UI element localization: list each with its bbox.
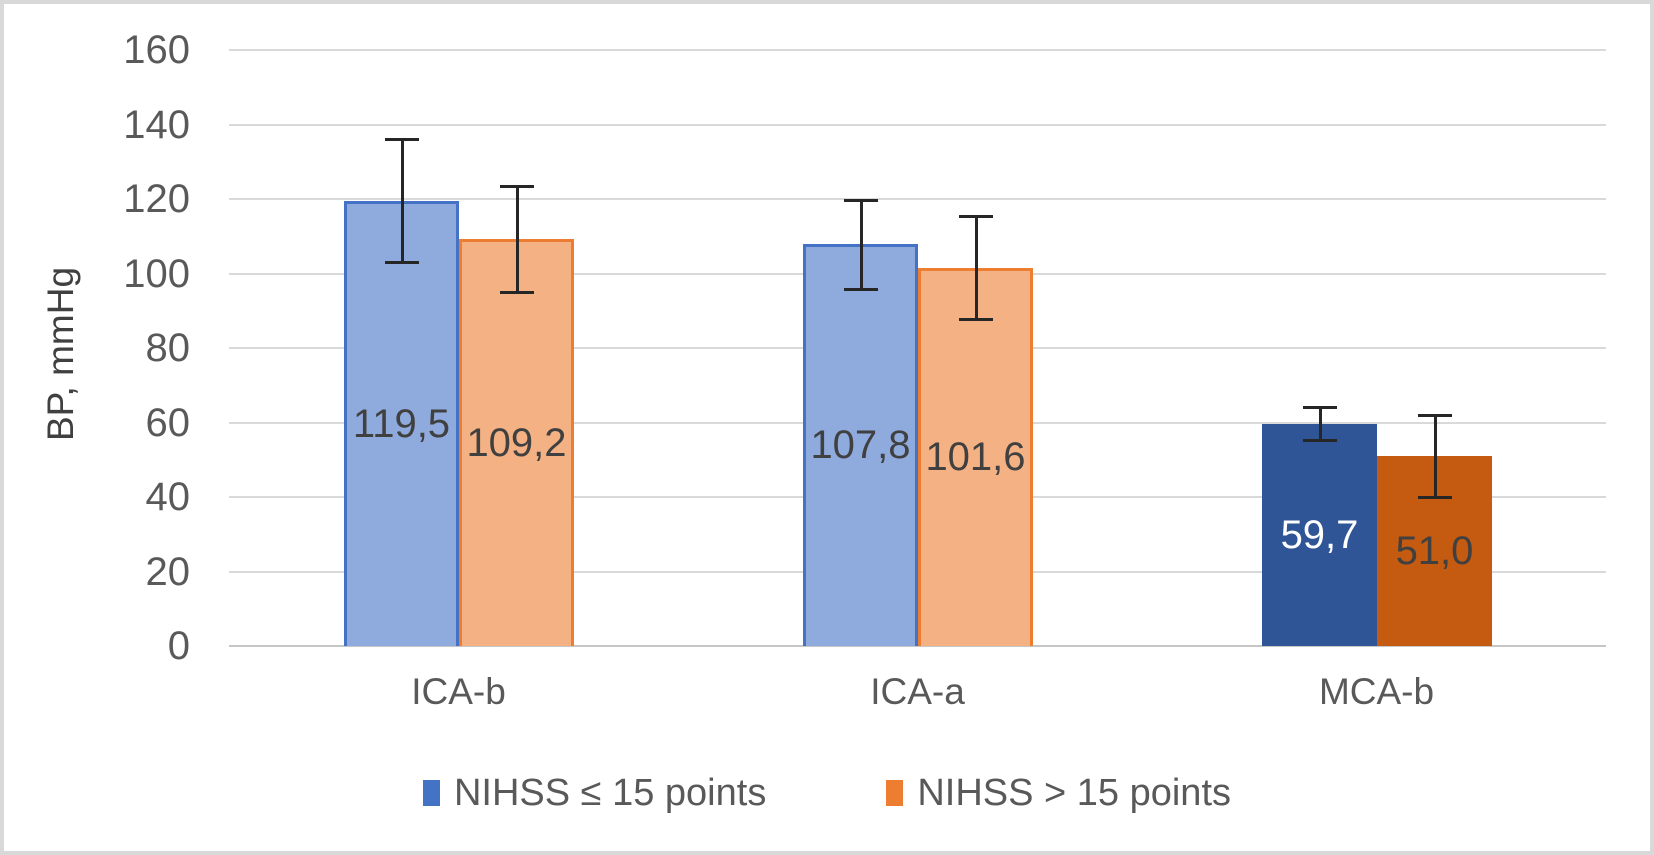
- bar: [918, 268, 1033, 646]
- y-tick-label: 60: [145, 401, 191, 445]
- error-bar-cap: [1418, 496, 1452, 499]
- bar-value-label: 101,6: [925, 435, 1026, 479]
- y-tick-label: 160: [123, 28, 190, 72]
- gridline: [229, 198, 1606, 200]
- gridline: [229, 124, 1606, 126]
- y-tick-label: 140: [123, 103, 190, 147]
- error-bar-cap: [385, 138, 419, 141]
- y-tick-label: 100: [123, 252, 190, 296]
- x-category-label: ICA-b: [411, 671, 506, 712]
- error-bar-cap: [959, 215, 993, 218]
- x-category-label: ICA-a: [870, 671, 965, 712]
- legend-swatch: [886, 780, 904, 806]
- error-bar-cap: [500, 291, 534, 294]
- legend-swatch: [422, 780, 440, 806]
- bar: [459, 239, 574, 646]
- bar-value-label: 119,5: [352, 402, 451, 446]
- error-bar-cap: [385, 261, 419, 264]
- error-bar-line: [1434, 415, 1437, 497]
- legend-item: NIHSS ≤ 15 points: [422, 772, 767, 814]
- bar-value-label: 59,7: [1280, 513, 1359, 557]
- error-bar-cap: [959, 318, 993, 321]
- bar-value-label: 107,8: [810, 423, 911, 467]
- error-bar-cap: [500, 185, 534, 188]
- error-bar-cap: [1303, 406, 1337, 409]
- y-tick-label: 80: [145, 326, 191, 370]
- gridline: [229, 49, 1606, 51]
- error-bar-line: [975, 216, 978, 319]
- bar-value-label: 109,2: [466, 421, 567, 465]
- error-bar-line: [516, 186, 519, 292]
- legend-item: NIHSS > 15 points: [886, 772, 1231, 814]
- y-tick-label: 0: [167, 624, 190, 668]
- legend-label: NIHSS > 15 points: [917, 772, 1231, 814]
- error-bar-line: [1319, 407, 1322, 440]
- bar: [1262, 424, 1377, 646]
- y-tick-label: 40: [145, 475, 191, 519]
- bar: [803, 244, 918, 646]
- error-bar-cap: [844, 199, 878, 202]
- error-bar-cap: [1303, 439, 1337, 442]
- x-category-label: MCA-b: [1318, 671, 1435, 712]
- x-axis-line: [229, 645, 1606, 647]
- error-bar-line: [401, 139, 404, 262]
- y-tick-label: 120: [123, 177, 190, 221]
- error-bar-cap: [844, 288, 878, 291]
- legend: NIHSS ≤ 15 points NIHSS > 15 points: [4, 772, 1650, 814]
- bar-value-label: 51,0: [1395, 529, 1474, 573]
- error-bar-line: [860, 200, 863, 289]
- y-tick-label: 20: [145, 550, 191, 594]
- error-bar-cap: [1418, 414, 1452, 417]
- bar: [344, 201, 459, 646]
- legend-label: NIHSS ≤ 15 points: [453, 772, 767, 814]
